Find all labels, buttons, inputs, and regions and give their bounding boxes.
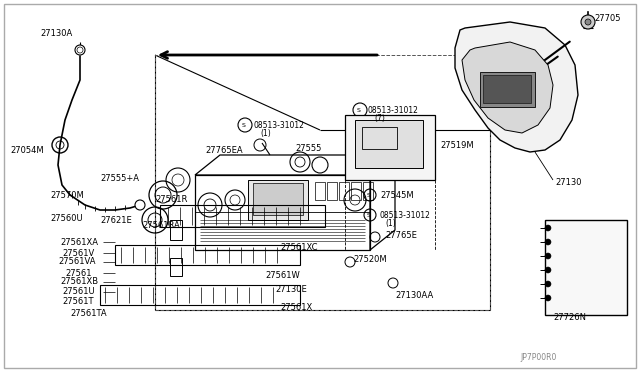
Bar (345, 115, 435, 180)
Text: 27054M: 27054M (10, 145, 44, 154)
Bar (170, 220, 182, 240)
Bar (339, 182, 349, 200)
Text: 27570M: 27570M (50, 190, 84, 199)
Bar (115, 245, 300, 265)
Text: 27130A: 27130A (40, 29, 72, 38)
Text: 27561XA: 27561XA (60, 237, 98, 247)
Circle shape (545, 225, 551, 231)
Bar (351, 182, 361, 200)
Circle shape (75, 45, 85, 55)
Circle shape (135, 200, 145, 210)
Bar (160, 205, 325, 227)
Text: S: S (367, 192, 371, 198)
Circle shape (545, 281, 551, 287)
Text: 27561VA: 27561VA (58, 257, 95, 266)
Text: JP7P00R0: JP7P00R0 (520, 353, 556, 362)
Bar (545, 220, 627, 315)
Text: 27561T: 27561T (62, 298, 93, 307)
Text: 27561X: 27561X (280, 304, 312, 312)
Text: 08513-31012: 08513-31012 (380, 211, 431, 219)
Text: 27130E: 27130E (275, 285, 307, 295)
Text: 27561R: 27561R (155, 195, 188, 203)
Bar (483, 75, 531, 103)
Text: (7): (7) (374, 113, 385, 122)
Text: 27561XC: 27561XC (280, 244, 317, 253)
Bar (363, 182, 373, 200)
Circle shape (545, 239, 551, 245)
Text: 27520M: 27520M (353, 256, 387, 264)
Text: 27555: 27555 (295, 144, 321, 153)
Text: 27561: 27561 (65, 269, 92, 278)
Circle shape (545, 295, 551, 301)
Text: S: S (242, 122, 246, 128)
Text: 27561V: 27561V (62, 248, 94, 257)
Text: 27545M: 27545M (380, 190, 413, 199)
Text: S: S (367, 212, 371, 218)
Bar (195, 175, 370, 250)
Text: 27561XB: 27561XB (60, 278, 98, 286)
Circle shape (545, 267, 551, 273)
Text: 27130AA: 27130AA (395, 291, 433, 299)
Text: 27705: 27705 (594, 13, 621, 22)
Text: 27561TA: 27561TA (70, 308, 107, 317)
Circle shape (585, 19, 591, 25)
Bar (327, 182, 337, 200)
Text: 27561U: 27561U (62, 288, 95, 296)
Text: 27555+A: 27555+A (100, 173, 139, 183)
Bar (248, 180, 308, 220)
Bar (315, 182, 325, 200)
Text: 08513-31012: 08513-31012 (368, 106, 419, 115)
Bar (170, 258, 182, 276)
Circle shape (77, 47, 83, 53)
Text: S: S (357, 108, 361, 112)
Text: 27765EA: 27765EA (205, 145, 243, 154)
Bar (480, 72, 535, 107)
Circle shape (545, 253, 551, 259)
Bar (253, 183, 303, 215)
Text: 27765E: 27765E (385, 231, 417, 240)
Text: 27560U: 27560U (50, 214, 83, 222)
Text: (1): (1) (260, 128, 271, 138)
Bar (100, 285, 300, 305)
Circle shape (581, 15, 595, 29)
Bar (355, 120, 423, 168)
Text: 27621E: 27621E (100, 215, 132, 224)
Text: (1): (1) (385, 218, 396, 228)
Text: 27561RA: 27561RA (142, 221, 180, 230)
Bar (362, 127, 397, 149)
Polygon shape (455, 22, 578, 152)
Text: 27561W: 27561W (265, 270, 300, 279)
Text: 27726N: 27726N (553, 314, 586, 323)
Polygon shape (462, 42, 553, 133)
Text: 27130: 27130 (555, 177, 582, 186)
Bar (155, 55, 490, 310)
Text: 08513-31012: 08513-31012 (254, 121, 305, 129)
Text: 27519M: 27519M (440, 141, 474, 150)
